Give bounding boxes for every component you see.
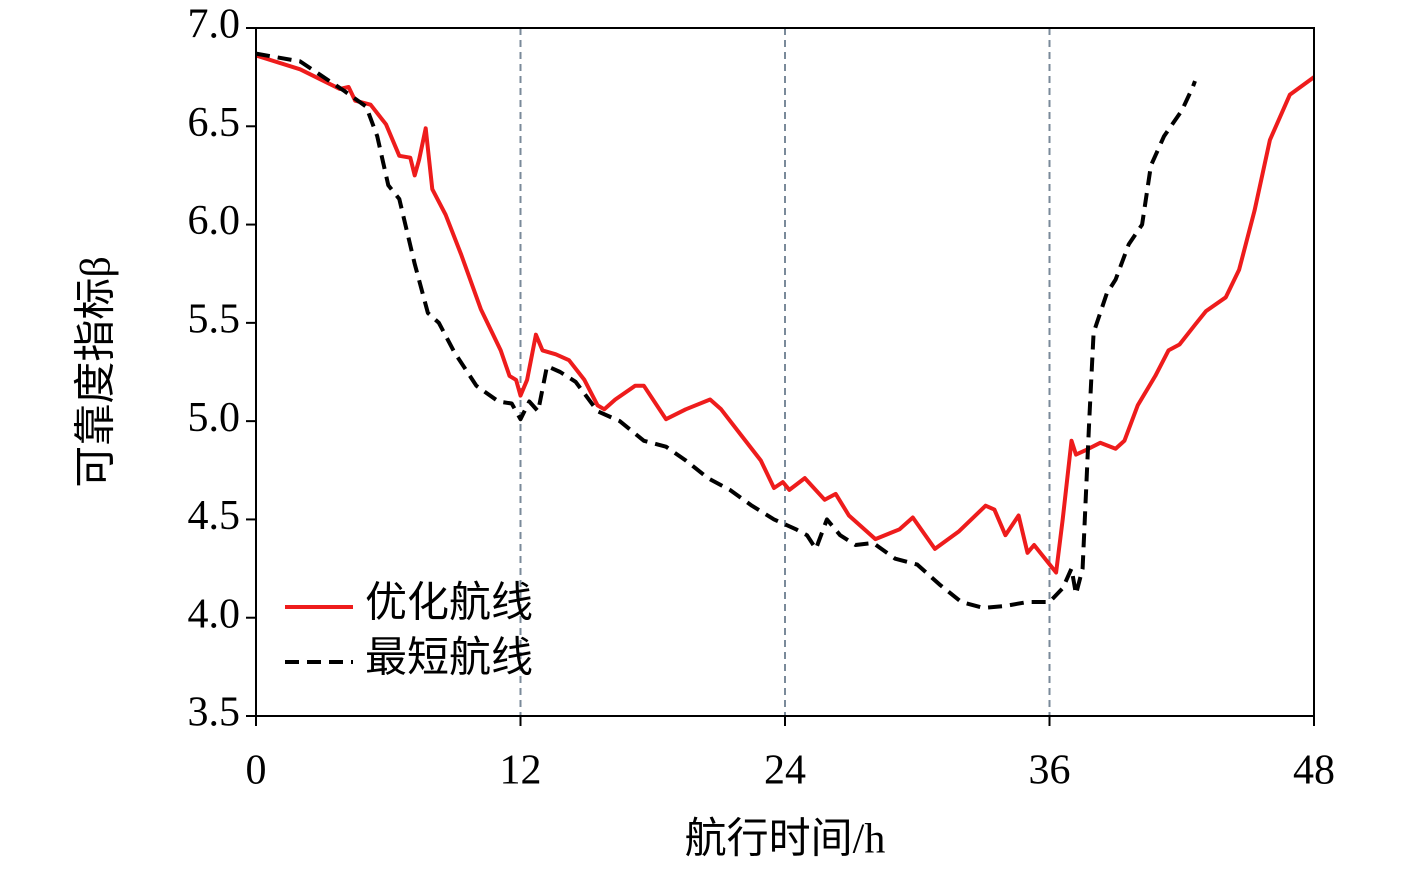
- x-tick-label: 12: [500, 748, 542, 794]
- y-axis-label: 可靠度指标β: [74, 256, 120, 487]
- x-tick-label: 48: [1293, 748, 1335, 794]
- y-tick-label: 5.0: [188, 395, 241, 441]
- y-tick-label: 5.5: [188, 296, 241, 342]
- data-line: [255, 51, 1197, 610]
- x-tick-label: 36: [1029, 748, 1071, 794]
- y-tick-label: 7.0: [188, 2, 241, 48]
- x-axis-label: 航行时间/h: [685, 816, 886, 863]
- y-tick-label: 6.0: [188, 198, 241, 244]
- y-tick-label: 6.5: [188, 100, 241, 146]
- plot-frame: [255, 27, 1315, 717]
- legend-label: 优化航线: [365, 580, 533, 627]
- y-tick-label: 4.0: [188, 591, 241, 637]
- legend-label: 最短航线: [365, 635, 533, 682]
- y-tick-label: 3.5: [188, 690, 241, 736]
- x-tick-label: 24: [764, 748, 806, 794]
- data-line: [255, 53, 1316, 575]
- x-tick-label: 0: [246, 748, 267, 794]
- y-tick-label: 4.5: [188, 493, 241, 539]
